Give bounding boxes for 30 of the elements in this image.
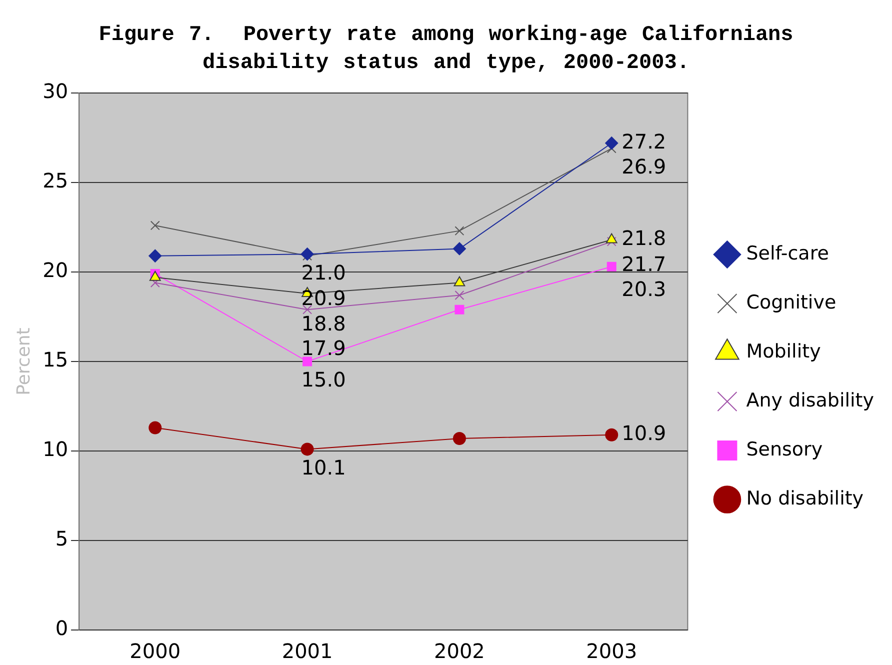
chart-title: Figure 7. Poverty rate among working-age Californians disability status and type, 2000-2003. (98, 23, 794, 77)
data-label: 15.0 (301, 368, 346, 392)
data-label: 27.2 (622, 129, 666, 154)
legend-label: Cognitive (746, 291, 836, 314)
legend-label: Any disability (746, 389, 874, 412)
data-label: 18.8 (301, 312, 346, 336)
x-tick-label: 2000 (130, 639, 181, 664)
data-label: 20.3 (622, 276, 666, 301)
y-tick-label: 15 (42, 348, 68, 372)
data-label: 17.9 (301, 336, 346, 360)
x-tick-label: 2002 (434, 639, 485, 664)
y-tick-label: 0 (55, 616, 68, 640)
data-label: 10.1 (301, 455, 346, 480)
data-label: 21.8 (622, 226, 666, 250)
legend-label: Self-care (746, 242, 829, 264)
x-tick-label: 2003 (586, 639, 638, 664)
y-tick-label: 5 (55, 526, 68, 551)
x-tick-label: 2001 (282, 639, 333, 664)
y-tick-label: 30 (42, 79, 68, 104)
y-tick-label: 25 (42, 168, 68, 193)
y-tick-label: 20 (42, 258, 68, 282)
legend-label: No disability (746, 487, 864, 510)
data-label: 20.9 (301, 286, 346, 310)
y-axis-title: Percent (13, 328, 34, 396)
legend-label: Mobility (746, 340, 821, 362)
legend-label: Sensory (746, 438, 823, 460)
data-label: 26.9 (622, 154, 666, 179)
data-label: 10.9 (622, 421, 666, 446)
y-tick-label: 10 (42, 437, 68, 462)
data-label: 21.7 (622, 252, 666, 276)
